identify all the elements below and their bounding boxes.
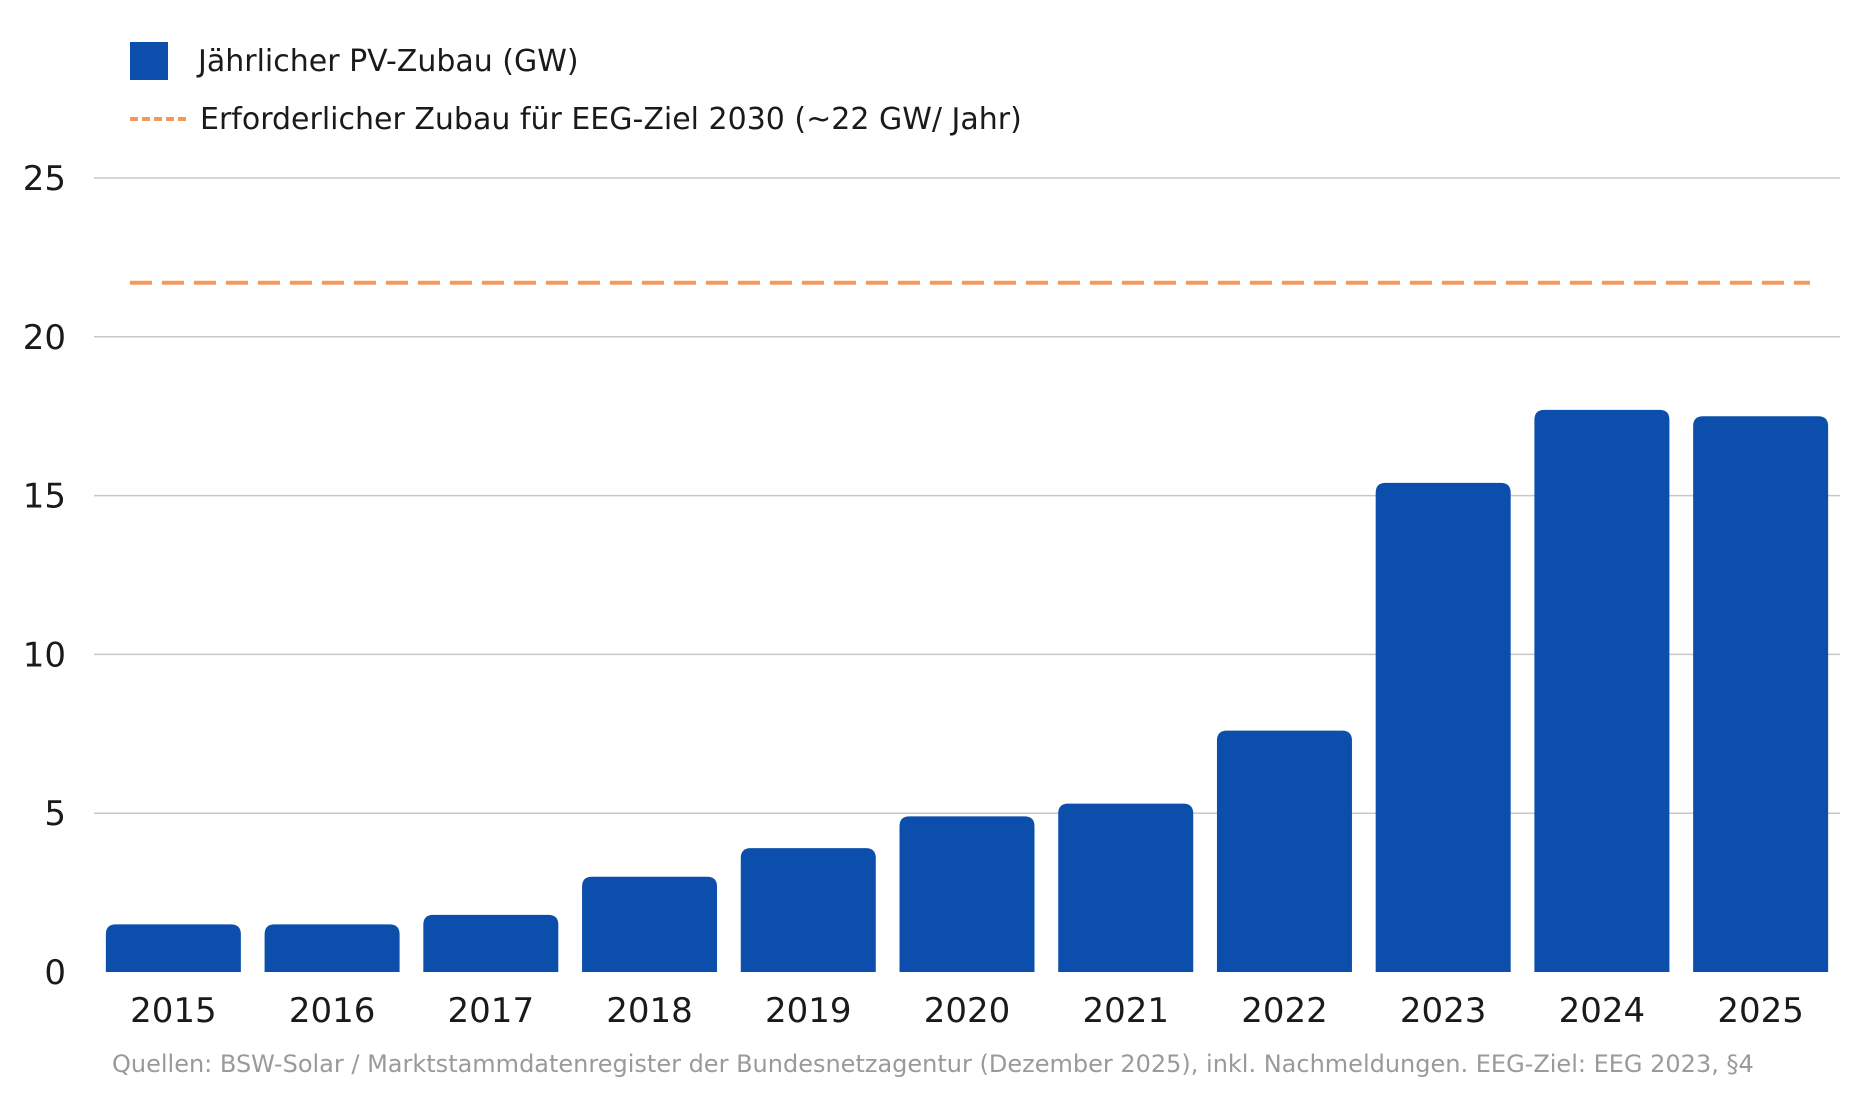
bar-2019 bbox=[740, 848, 876, 972]
legend-swatch-bars bbox=[130, 42, 168, 80]
bar-2021 bbox=[1058, 803, 1194, 972]
legend-dash-line bbox=[130, 117, 186, 121]
bar-2024 bbox=[1534, 409, 1670, 972]
x-tick-label-2017: 2017 bbox=[448, 991, 535, 1031]
x-tick-label-2015: 2015 bbox=[130, 991, 217, 1031]
bar-2016 bbox=[264, 924, 400, 972]
bars bbox=[105, 409, 1829, 972]
x-tick-label-2023: 2023 bbox=[1400, 991, 1487, 1031]
y-tick-label: 20 bbox=[23, 318, 66, 358]
x-tick-label-2016: 2016 bbox=[289, 991, 376, 1031]
y-axis-ticks: 0 5 10 15 20 25 bbox=[23, 159, 66, 993]
legend-item-bars: Jährlicher PV-Zubau (GW) bbox=[130, 32, 1022, 90]
x-tick-label-2024: 2024 bbox=[1559, 991, 1646, 1031]
y-tick-label: 0 bbox=[44, 953, 66, 993]
y-tick-label: 25 bbox=[23, 159, 66, 199]
source-footnote: Quellen: BSW-Solar / Marktstammdatenregi… bbox=[112, 1050, 1754, 1078]
bar-2018 bbox=[582, 876, 718, 972]
x-tick-label-2025: 2025 bbox=[1717, 991, 1804, 1031]
legend-label-bars: Jährlicher PV-Zubau (GW) bbox=[198, 43, 579, 79]
x-tick-label-2021: 2021 bbox=[1082, 991, 1169, 1031]
legend: Jährlicher PV-Zubau (GW) Erforderlicher … bbox=[130, 32, 1022, 148]
bar-2025 bbox=[1693, 416, 1829, 972]
bar-2020 bbox=[899, 816, 1035, 972]
y-tick-label: 15 bbox=[23, 477, 66, 517]
x-tick-label-2020: 2020 bbox=[924, 991, 1011, 1031]
x-tick-label-2022: 2022 bbox=[1241, 991, 1328, 1031]
bar-2022 bbox=[1216, 730, 1352, 972]
y-tick-label: 5 bbox=[44, 794, 66, 834]
y-tick-label: 10 bbox=[23, 635, 66, 675]
x-tick-label-2018: 2018 bbox=[606, 991, 693, 1031]
x-tick-label-2019: 2019 bbox=[765, 991, 852, 1031]
bar-2017 bbox=[423, 914, 559, 972]
legend-label-target-line: Erforderlicher Zubau für EEG-Ziel 2030 (… bbox=[200, 101, 1022, 137]
bar-2023 bbox=[1375, 482, 1511, 972]
bar-2015 bbox=[105, 924, 241, 972]
legend-item-target-line: Erforderlicher Zubau für EEG-Ziel 2030 (… bbox=[130, 90, 1022, 148]
x-axis-ticks: 2015 2016 2017 2018 2019 2020 2021 2022 2023 2024… bbox=[130, 991, 1804, 1031]
